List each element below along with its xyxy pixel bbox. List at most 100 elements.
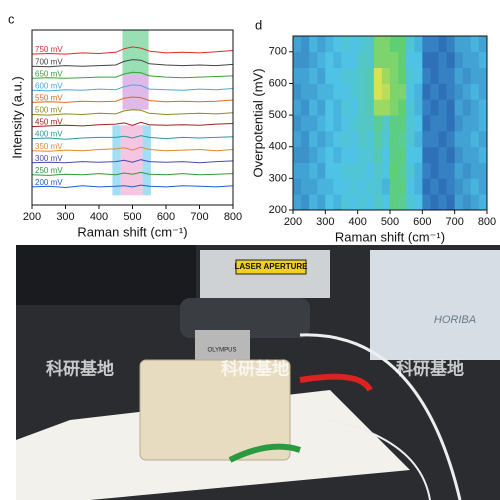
heatmap-cell [365, 51, 375, 69]
heatmap-cell [430, 99, 439, 116]
heatmap-cell [309, 67, 318, 84]
heatmap-cell [446, 51, 456, 69]
heatmap-cell [317, 36, 326, 53]
heatmap-cell [390, 146, 399, 163]
heatmap-cell [470, 146, 480, 163]
heatmap-cell [406, 146, 415, 163]
wire [329, 419, 431, 500]
heatmap-cell [462, 67, 472, 84]
heatmap-cell [325, 83, 334, 100]
heatmap-cell [309, 178, 318, 195]
heatmap-cell [341, 146, 350, 163]
heatmap-cell [373, 99, 383, 116]
heatmap-cell [317, 130, 326, 148]
heatmap-cell [470, 51, 480, 69]
heatmap-cell [470, 115, 480, 132]
heatmap-cell [422, 146, 431, 163]
green-clip [228, 443, 301, 463]
heatmap-cell [390, 194, 399, 211]
heatmap-cell [365, 146, 375, 163]
photo-label: HORIBA [434, 314, 476, 326]
heatmap-cell [301, 130, 310, 148]
heatmap-cell [478, 83, 488, 100]
heatmap-cell [333, 83, 342, 100]
heatmap-cell [430, 130, 439, 148]
heatmap-cell [333, 115, 342, 132]
heatmap-cell [478, 130, 488, 148]
heatmap-cell [478, 36, 488, 53]
heatmap-cell [381, 51, 391, 69]
photo-label: LASER APERTURE [234, 262, 308, 271]
y-tick-label: 400 [269, 141, 287, 153]
heatmap-cell [309, 51, 318, 69]
panel-label: d [255, 17, 262, 32]
heatmap-cell [430, 51, 439, 69]
heatmap-cell [430, 146, 439, 163]
heatmap-cell [373, 178, 383, 195]
heatmap-cell [373, 162, 383, 179]
heatmap-cell [317, 115, 326, 132]
heatmap-cell [446, 67, 456, 84]
spectrum-line [31, 121, 234, 128]
heatmap-cell [438, 146, 447, 163]
heatmap-cell [325, 67, 334, 84]
x-axis-title: Raman shift (cm⁻¹) [77, 224, 187, 239]
heatmap-cell [333, 99, 342, 116]
heatmap-cell [446, 162, 456, 179]
heatmap-cell [341, 83, 350, 100]
heatmap-cell [349, 146, 359, 163]
heatmap-cell [309, 36, 318, 53]
heatmap-cell [373, 194, 383, 211]
x-tick-label: 400 [90, 211, 108, 223]
series-label: 350 mV [35, 142, 63, 151]
heatmap-cell [454, 178, 464, 195]
heatmap-cell [470, 162, 480, 179]
heatmap-cell [381, 146, 391, 163]
heatmap-cell [309, 162, 318, 179]
laser-label [235, 259, 307, 275]
heatmap-cell [414, 67, 423, 84]
photo-label: OLYMPUS [208, 348, 237, 354]
heatmap-cell [398, 146, 407, 163]
watermark: 科研基地 [46, 358, 114, 378]
heatmap-cell [454, 130, 464, 148]
heatmap-cell [373, 115, 383, 132]
spectrum-line [31, 184, 234, 189]
heatmap-cell [341, 162, 350, 179]
spectrum-line [31, 171, 234, 176]
heatmap-cell [301, 178, 310, 195]
x-tick-label: 200 [284, 216, 302, 228]
y-tick-label: 300 [269, 172, 287, 184]
heatmap-cell [414, 36, 423, 53]
heatmap-cell [462, 99, 472, 116]
series-label: 750 mV [35, 45, 63, 54]
heatmap-cell [381, 36, 391, 53]
heatmap-cell [301, 115, 310, 132]
heatmap-cell [430, 178, 439, 195]
heatmap-cell [454, 146, 464, 163]
series-label: 300 mV [35, 154, 63, 163]
x-tick-label: 200 [23, 211, 41, 223]
heatmap-cell [462, 83, 472, 100]
heatmap-cell [293, 51, 302, 69]
heatmap-cell [317, 162, 326, 179]
x-tick-label: 600 [413, 216, 431, 228]
heatmap-cell [309, 194, 318, 211]
heatmap-cell [390, 83, 399, 100]
heatmap-cell [317, 51, 326, 69]
heatmap-cell [301, 67, 310, 84]
heatmap-cell [381, 130, 391, 148]
x-tick-label: 500 [123, 211, 141, 223]
heatmap-cell [478, 178, 488, 195]
heatmap-cell [390, 36, 399, 53]
heatmap-cell [454, 99, 464, 116]
y-tick-label: 200 [269, 204, 287, 216]
heatmap-cell [422, 162, 431, 179]
spectrum-line [31, 159, 234, 164]
heatmap-cell [438, 36, 447, 53]
x-tick-label: 300 [56, 211, 74, 223]
heatmap-cell [349, 51, 359, 69]
heatmap-cell [430, 67, 439, 84]
heatmap-cell [398, 51, 407, 69]
